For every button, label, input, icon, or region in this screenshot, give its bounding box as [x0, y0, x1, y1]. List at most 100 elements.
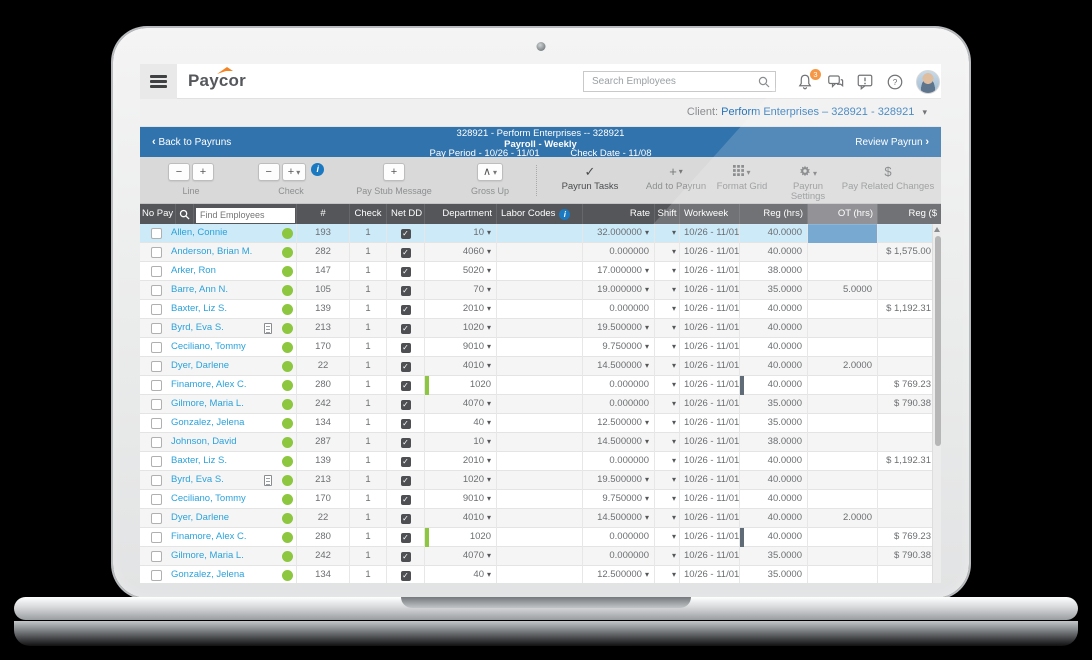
row-checkbox[interactable] [151, 551, 162, 562]
employee-name-link[interactable]: Gonzalez, Jelena [171, 417, 245, 428]
ot-hours-cell[interactable] [808, 224, 878, 243]
net-dd-checkbox[interactable]: ✓ [400, 343, 411, 353]
help-icon[interactable]: ? [886, 73, 905, 92]
labor-codes-cell[interactable] [497, 338, 583, 357]
labor-codes-cell[interactable] [497, 224, 583, 243]
employee-name-link[interactable]: Allen, Connie [171, 227, 228, 238]
ot-hours-cell[interactable] [808, 547, 878, 566]
labor-codes-cell[interactable] [497, 376, 583, 395]
shift-dropdown[interactable]: ▾ [655, 300, 680, 319]
workweek-cell[interactable]: 10/26 - 11/01 [680, 528, 740, 547]
row-checkbox[interactable] [151, 304, 162, 315]
rate-dropdown[interactable]: 0.000000 [583, 547, 655, 566]
labor-codes-cell[interactable] [497, 243, 583, 262]
row-checkbox[interactable] [151, 323, 162, 334]
ot-hours-cell[interactable] [808, 338, 878, 357]
department-dropdown[interactable]: 9010 ▾ [425, 338, 497, 357]
employee-name-link[interactable]: Gonzalez, Jelena [171, 569, 245, 580]
reg-amount-cell[interactable]: $ 1,192.31 [886, 303, 931, 314]
workweek-cell[interactable]: 10/26 - 11/01 [680, 414, 740, 433]
net-dd-checkbox[interactable]: ✓ [400, 476, 411, 486]
rate-dropdown[interactable]: 12.500000 ▾ [583, 566, 655, 583]
scroll-up-icon[interactable] [934, 226, 941, 234]
net-dd-checkbox[interactable]: ✓ [400, 305, 411, 315]
department-dropdown[interactable]: 4070 ▾ [425, 395, 497, 414]
row-checkbox[interactable] [151, 475, 162, 486]
employee-name-link[interactable]: Baxter, Liz S. [171, 455, 227, 466]
net-dd-checkbox[interactable]: ✓ [400, 457, 411, 467]
rate-dropdown[interactable]: 0.000000 [583, 376, 655, 395]
ot-hours-cell[interactable] [808, 452, 878, 471]
rate-dropdown[interactable]: 9.750000 ▾ [583, 490, 655, 509]
net-dd-checkbox[interactable]: ✓ [400, 267, 411, 277]
ot-hours-cell[interactable] [808, 300, 878, 319]
workweek-cell[interactable]: 10/26 - 11/01 [680, 395, 740, 414]
column-header-rate[interactable]: Rate [583, 204, 655, 224]
column-header-reg-hrs[interactable]: Reg (hrs) [740, 204, 808, 224]
row-checkbox[interactable] [151, 418, 162, 429]
ot-hours-cell[interactable] [808, 471, 878, 490]
reg-amount-cell[interactable]: $ 769.23 [894, 531, 931, 542]
department-dropdown[interactable]: 2010 ▾ [425, 452, 497, 471]
reg-hours-cell[interactable]: 40.0000 [740, 319, 808, 338]
reg-hours-cell[interactable]: 38.0000 [740, 433, 808, 452]
employee-name-link[interactable]: Finamore, Alex C. [171, 379, 247, 390]
department-dropdown[interactable]: 4010 ▾ [425, 357, 497, 376]
row-checkbox[interactable] [151, 247, 162, 258]
employee-name-link[interactable]: Barre, Ann N. [171, 284, 229, 295]
employee-name-link[interactable]: Johnson, David [171, 436, 237, 447]
reg-amount-cell[interactable]: $ 790.38 [894, 398, 931, 409]
line-minus-button[interactable]: − [168, 163, 190, 181]
workweek-cell[interactable]: 10/26 - 11/01 [680, 433, 740, 452]
net-dd-checkbox[interactable]: ✓ [400, 514, 411, 524]
labor-codes-cell[interactable] [497, 509, 583, 528]
employee-name-link[interactable]: Dyer, Darlene [171, 512, 230, 523]
shift-dropdown[interactable]: ▾ [655, 471, 680, 490]
workweek-cell[interactable]: 10/26 - 11/01 [680, 376, 740, 395]
net-dd-checkbox[interactable]: ✓ [400, 552, 411, 562]
labor-codes-cell[interactable] [497, 433, 583, 452]
back-to-payruns-link[interactable]: ‹ Back to Payruns [152, 136, 232, 148]
shift-dropdown[interactable]: ▾ [655, 376, 680, 395]
workweek-cell[interactable]: 10/26 - 11/01 [680, 547, 740, 566]
ot-hours-cell[interactable] [808, 414, 878, 433]
net-dd-checkbox[interactable]: ✓ [400, 324, 411, 334]
row-checkbox[interactable] [151, 342, 162, 353]
find-employees-input[interactable] [196, 207, 295, 223]
labor-codes-cell[interactable] [497, 357, 583, 376]
employee-name-link[interactable]: Byrd, Eva S. [171, 322, 224, 333]
shift-dropdown[interactable]: ▾ [655, 566, 680, 583]
employee-name-link[interactable]: Anderson, Brian M. [171, 246, 253, 257]
find-search-icon[interactable] [176, 204, 194, 224]
column-header-labor-codes[interactable]: Labor Codes i [497, 204, 583, 224]
user-avatar[interactable] [916, 70, 940, 94]
shift-dropdown[interactable]: ▾ [655, 490, 680, 509]
review-payrun-link[interactable]: Review Payrun › [855, 136, 929, 148]
workweek-cell[interactable]: 10/26 - 11/01 [680, 357, 740, 376]
shift-dropdown[interactable]: ▾ [655, 262, 680, 281]
department-dropdown[interactable]: 40 ▾ [425, 566, 497, 583]
reg-hours-cell[interactable]: 40.0000 [740, 224, 808, 243]
rate-dropdown[interactable]: 19.000000 ▾ [583, 281, 655, 300]
reg-amount-cell[interactable]: $ 1,575.00 [886, 246, 931, 257]
row-checkbox[interactable] [151, 494, 162, 505]
reg-hours-cell[interactable]: 35.0000 [740, 547, 808, 566]
chat-icon[interactable] [826, 73, 845, 92]
department-dropdown[interactable]: 2010 ▾ [425, 300, 497, 319]
net-dd-checkbox[interactable]: ✓ [400, 381, 411, 391]
scrollbar-thumb[interactable] [934, 236, 941, 446]
ot-hours-cell[interactable] [808, 376, 878, 395]
row-checkbox[interactable] [151, 380, 162, 391]
labor-codes-cell[interactable] [497, 566, 583, 583]
add-to-payrun-tab[interactable]: + ▾ Add to Payrun [645, 164, 707, 192]
workweek-cell[interactable]: 10/26 - 11/01 [680, 262, 740, 281]
reg-hours-cell[interactable]: 40.0000 [740, 338, 808, 357]
search-input[interactable] [590, 73, 750, 90]
check-info-icon[interactable]: i [311, 163, 325, 176]
employee-name-link[interactable]: Arker, Ron [171, 265, 216, 276]
column-header-shift[interactable]: Shift [655, 204, 680, 224]
column-header-net-dd[interactable]: Net DD [387, 204, 425, 224]
department-dropdown[interactable]: 1020 ▾ [425, 471, 497, 490]
ot-hours-cell[interactable] [808, 262, 878, 281]
row-checkbox[interactable] [151, 437, 162, 448]
